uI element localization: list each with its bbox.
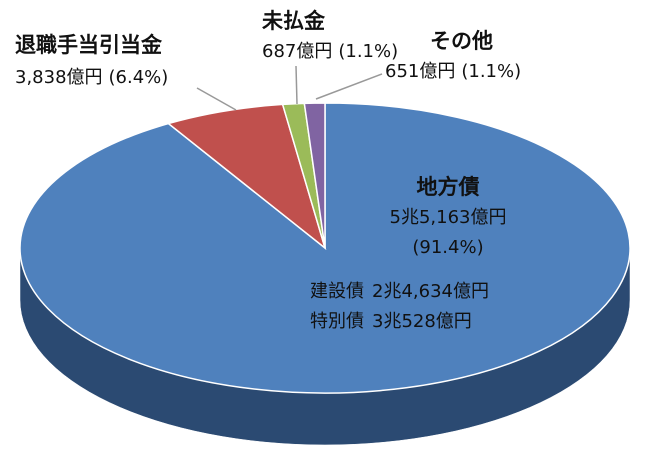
value-label: 687億円: [262, 41, 332, 62]
percent-label: (91.4%): [412, 237, 483, 258]
tops: [19, 102, 631, 394]
percent-label: (1.1%): [461, 61, 521, 82]
slice: [303, 102, 326, 249]
leader-line: [315, 73, 383, 100]
value-label-line: 651億円 (1.1%): [385, 61, 521, 82]
value-label: 5兆5,163億円: [390, 207, 507, 228]
breakdown-value: 3兆528億円: [372, 311, 472, 332]
value-label: 651億円: [385, 61, 455, 82]
value-label-line: 3,838億円 (6.4%): [15, 67, 168, 88]
breakdown-line: 特別債 3兆528億円: [310, 311, 472, 332]
leader-line: [196, 87, 237, 111]
slice-name: 退職手当引当金: [15, 33, 163, 57]
slice-name: 未払金: [262, 9, 326, 33]
value-label-line: 687億円 (1.1%): [262, 41, 398, 62]
breakdown-line: 建設債 2兆4,634億円: [310, 281, 489, 302]
slice-name: 地方債: [417, 175, 480, 199]
value-label: 3,838億円: [15, 67, 103, 88]
percent-label: (1.1%): [338, 41, 398, 62]
breakdown-name: 特別債: [310, 311, 364, 332]
percent-label: (6.4%): [109, 67, 169, 88]
breakdown-name: 建設債: [310, 281, 364, 302]
leader-line: [295, 65, 298, 105]
slice-name: その他: [430, 29, 493, 53]
slice: [166, 103, 327, 251]
breakdown-value: 2兆4,634億円: [372, 281, 489, 302]
